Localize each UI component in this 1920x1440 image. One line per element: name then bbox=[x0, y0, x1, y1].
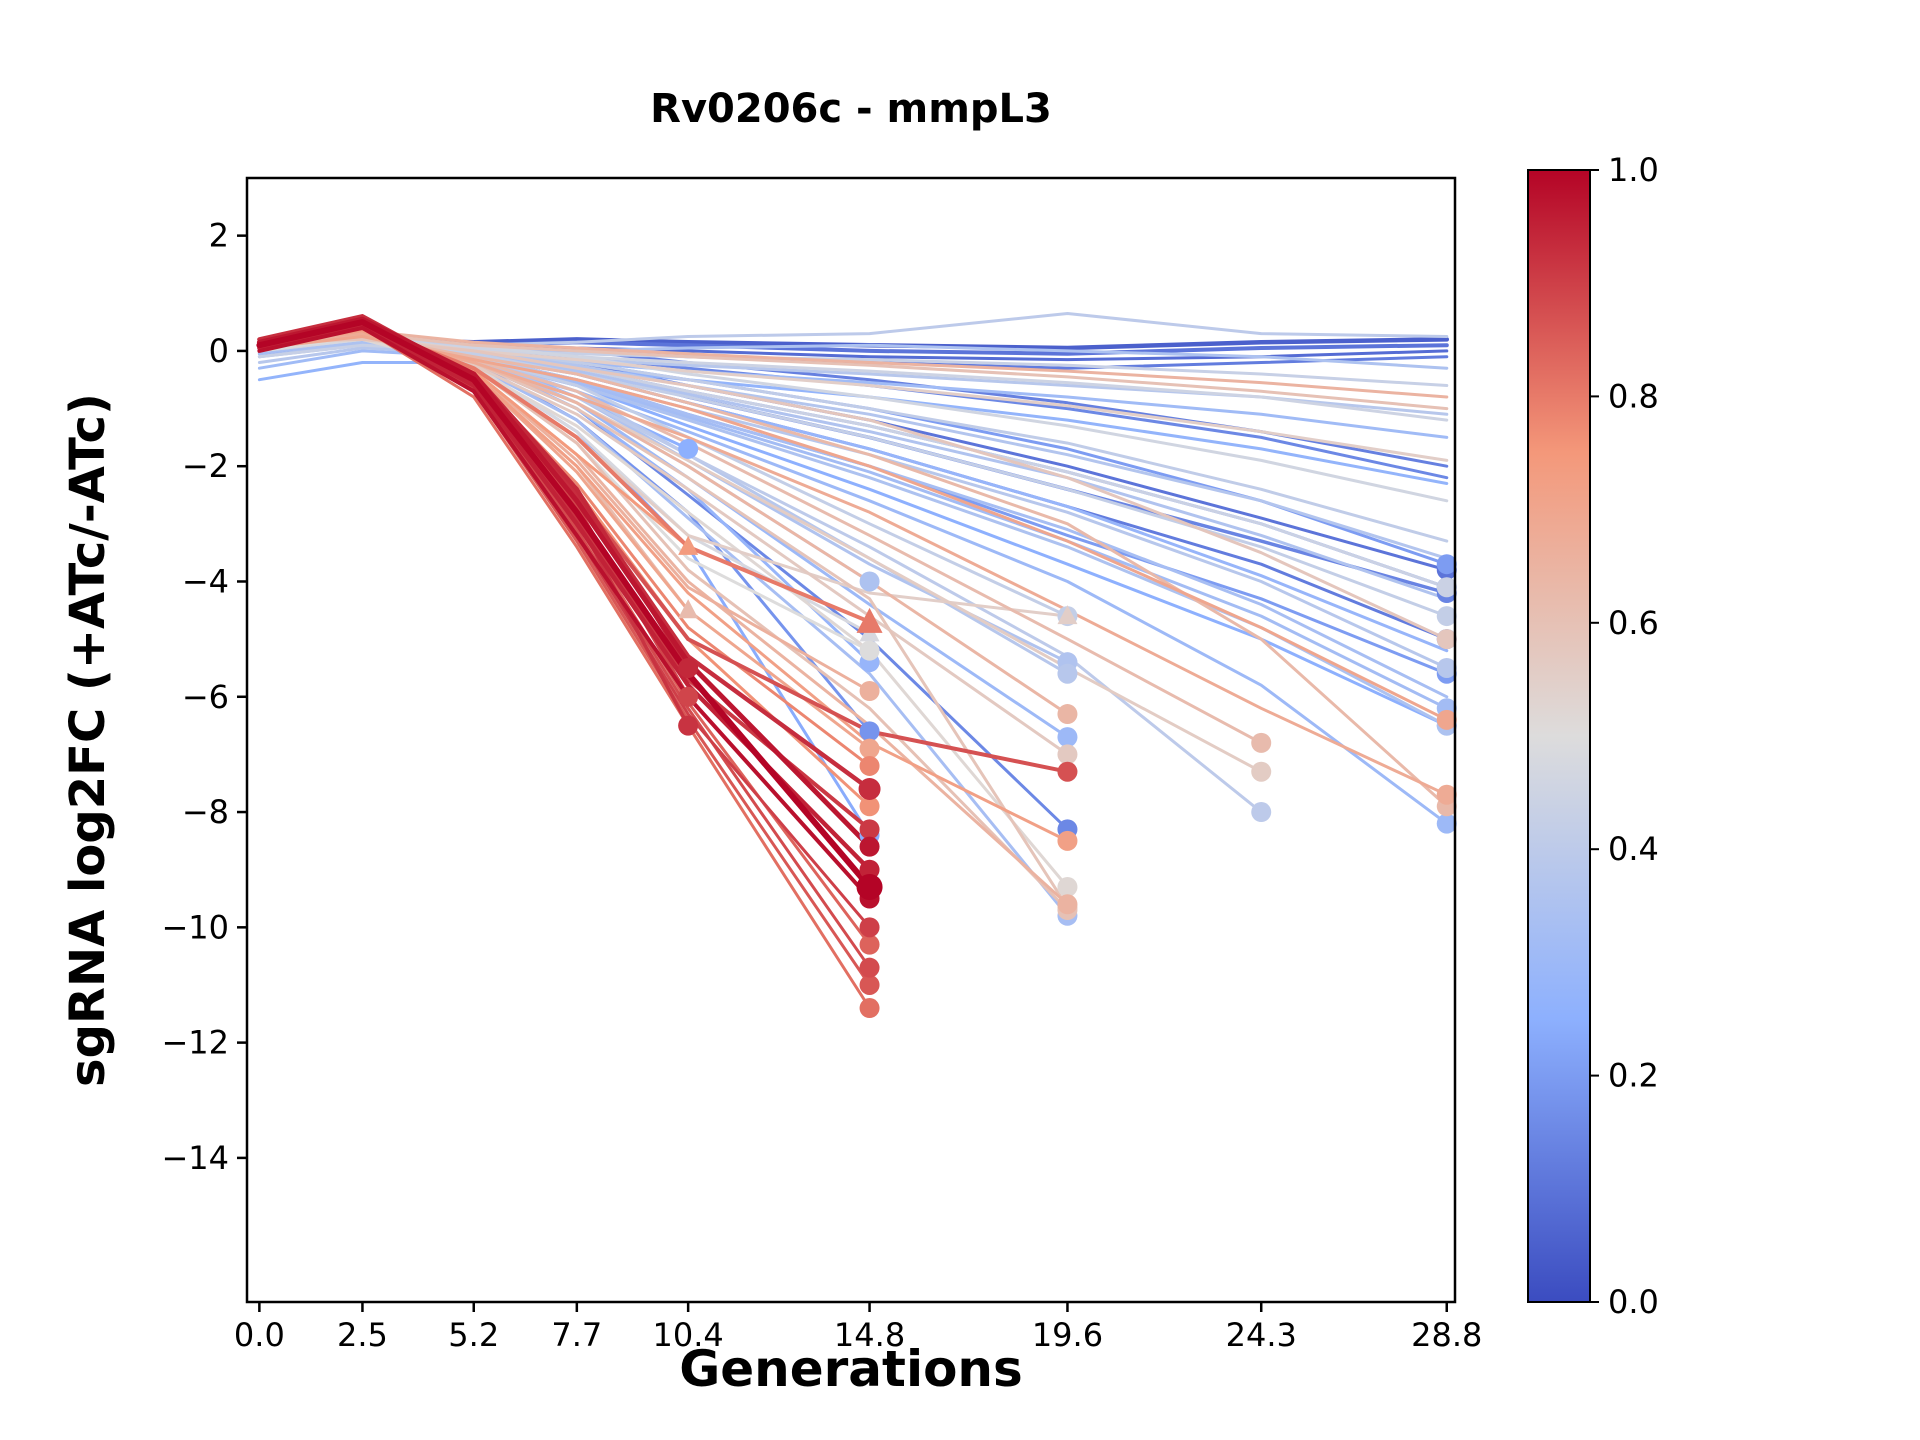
x-axis-label: Generations bbox=[679, 1340, 1023, 1398]
series-end-marker bbox=[1057, 704, 1078, 725]
svg-text:−2: −2 bbox=[182, 447, 229, 485]
series-end-marker bbox=[678, 715, 699, 736]
series-end-marker bbox=[1251, 732, 1272, 753]
series-end-marker bbox=[859, 934, 880, 955]
series-end-marker bbox=[1436, 606, 1457, 627]
series-end-marker bbox=[1057, 744, 1078, 765]
svg-text:10.4: 10.4 bbox=[653, 1316, 724, 1354]
svg-text:19.6: 19.6 bbox=[1032, 1316, 1103, 1354]
series-end-marker bbox=[859, 721, 880, 742]
y-axis-ticks: 2 0 −2 −4 −6 −8 −10 −12 −14 bbox=[161, 217, 247, 1177]
series-end-marker bbox=[858, 777, 881, 800]
svg-text:0: 0 bbox=[209, 332, 229, 370]
svg-text:2.5: 2.5 bbox=[337, 1316, 388, 1354]
colorbar: 0.0 0.2 0.4 0.6 0.8 1.0 bbox=[1527, 151, 1659, 1321]
series-end-marker bbox=[1057, 761, 1078, 782]
svg-text:7.7: 7.7 bbox=[551, 1316, 602, 1354]
series-end-marker bbox=[859, 796, 880, 817]
series-end-marker bbox=[859, 571, 880, 592]
series-end-marker bbox=[1251, 802, 1272, 823]
svg-text:0.0: 0.0 bbox=[1608, 1283, 1659, 1321]
series-end-marker bbox=[859, 859, 880, 880]
series-end-marker bbox=[678, 438, 699, 459]
svg-text:−8: −8 bbox=[182, 793, 229, 831]
x-axis-ticks: 0.0 2.5 5.2 7.7 10.4 14.8 19.6 24.3 28.8 bbox=[234, 1302, 1482, 1354]
series-end-marker bbox=[859, 998, 880, 1019]
svg-text:5.2: 5.2 bbox=[448, 1316, 499, 1354]
svg-text:0.0: 0.0 bbox=[234, 1316, 285, 1354]
series-line bbox=[257, 332, 1449, 797]
svg-text:0.2: 0.2 bbox=[1608, 1057, 1659, 1095]
series-end-marker bbox=[859, 681, 880, 702]
svg-text:−14: −14 bbox=[161, 1139, 229, 1177]
series-line bbox=[257, 343, 1449, 728]
series-line bbox=[257, 340, 1449, 728]
series-end-marker bbox=[859, 957, 880, 978]
svg-text:0.8: 0.8 bbox=[1608, 377, 1659, 415]
svg-text:0.4: 0.4 bbox=[1608, 830, 1659, 868]
series-end-marker bbox=[859, 640, 880, 661]
series-end-marker bbox=[1251, 761, 1272, 782]
series-end-marker bbox=[1436, 813, 1457, 834]
series-end-marker bbox=[678, 599, 699, 619]
series-end-marker bbox=[1436, 784, 1457, 805]
colorbar-gradient bbox=[1527, 169, 1591, 1303]
series-end-marker bbox=[1057, 894, 1078, 915]
series-end-marker bbox=[859, 974, 880, 995]
series-lines bbox=[256, 312, 1450, 1010]
svg-text:1.0: 1.0 bbox=[1608, 151, 1659, 189]
series-end-marker bbox=[678, 686, 699, 707]
series-end-marker bbox=[678, 535, 699, 555]
svg-text:−10: −10 bbox=[161, 908, 229, 946]
series-markers bbox=[678, 438, 1457, 1019]
series-end-marker bbox=[1436, 577, 1457, 598]
series-line bbox=[257, 322, 872, 872]
series-end-marker bbox=[1436, 554, 1457, 575]
svg-text:28.8: 28.8 bbox=[1411, 1316, 1482, 1354]
series-end-marker bbox=[1436, 629, 1457, 650]
series-line bbox=[257, 335, 1069, 756]
series-end-marker bbox=[859, 755, 880, 776]
series-end-marker bbox=[1436, 657, 1457, 678]
series-end-marker bbox=[1436, 709, 1457, 730]
chart-title: Rv0206c - mmpL3 bbox=[650, 86, 1052, 132]
series-end-marker bbox=[856, 873, 883, 900]
svg-text:−6: −6 bbox=[182, 678, 229, 716]
series-end-marker bbox=[1057, 876, 1078, 897]
series-line bbox=[256, 319, 873, 890]
svg-text:−4: −4 bbox=[182, 562, 229, 600]
svg-text:24.3: 24.3 bbox=[1226, 1316, 1297, 1354]
series-line bbox=[257, 340, 1449, 572]
series-end-marker bbox=[859, 819, 880, 840]
series-end-marker bbox=[1057, 605, 1078, 625]
plot-frame bbox=[245, 176, 1457, 1304]
series-end-marker bbox=[859, 917, 880, 938]
svg-text:2: 2 bbox=[209, 217, 229, 255]
series-end-marker bbox=[1057, 830, 1078, 851]
series-end-marker bbox=[1057, 663, 1078, 684]
svg-text:14.8: 14.8 bbox=[834, 1316, 905, 1354]
svg-text:−12: −12 bbox=[161, 1024, 229, 1062]
svg-text:0.6: 0.6 bbox=[1608, 604, 1659, 642]
series-line bbox=[257, 325, 872, 901]
series-end-marker bbox=[1057, 727, 1078, 748]
series-end-marker bbox=[859, 836, 880, 857]
series-end-marker bbox=[856, 607, 883, 633]
series-end-marker bbox=[678, 657, 699, 678]
series-end-marker bbox=[859, 738, 880, 759]
